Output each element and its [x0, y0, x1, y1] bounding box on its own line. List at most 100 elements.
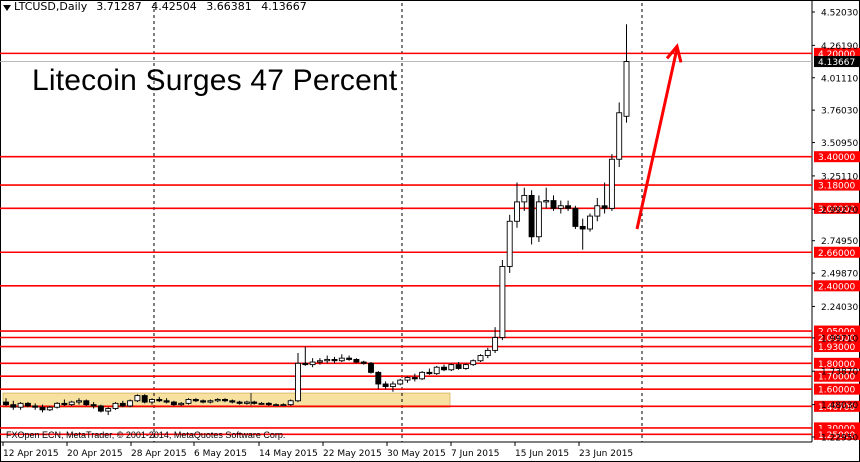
level-tag-1.93000	[814, 341, 860, 353]
candle-body-80	[587, 215, 593, 230]
candle-body-13	[97, 405, 104, 412]
level-tag-1.70000	[814, 370, 860, 382]
candle-body-38	[280, 404, 287, 407]
candle-body-75	[550, 200, 557, 209]
candle-body-40	[295, 362, 301, 402]
level-label-4.20000: 4.20000	[818, 50, 855, 60]
low-value: 3.66381	[206, 0, 252, 13]
candle-body-48	[353, 358, 360, 363]
current-price-label: 4.13667	[818, 58, 855, 68]
candle-body-69	[506, 220, 513, 267]
level-tag-3.00000	[814, 202, 860, 214]
level-label-1.80000: 1.80000	[818, 360, 855, 370]
level-label-2.00000: 2.00000	[818, 334, 855, 344]
candle-body-22	[163, 400, 170, 403]
candle-body-30	[222, 399, 228, 402]
candle-body-28	[207, 400, 214, 403]
copyright-text: FXOpen ECN, MetaTrader, © 2001-2014, Met…	[6, 430, 286, 440]
candle-body-58	[426, 371, 433, 375]
candle-body-33	[243, 401, 250, 404]
price-axis-label-5: 3.25110	[821, 172, 858, 182]
open-value: 3.71287	[96, 0, 142, 13]
candle-body-11	[83, 400, 90, 406]
candle-body-71	[521, 194, 528, 203]
candle-body-60	[441, 366, 447, 371]
candle-body-72	[528, 194, 535, 238]
level-label-1.46700: 1.46700	[818, 403, 855, 413]
candle-body-41	[302, 362, 309, 366]
candle-body-66	[484, 349, 491, 357]
candle-body-45	[331, 358, 338, 362]
candle-body-20	[149, 399, 155, 403]
candle-body-52	[382, 383, 389, 388]
candle-body-25	[185, 399, 192, 404]
candle-body-27	[200, 400, 207, 403]
price-axis-label-6: 2.99270	[821, 206, 858, 216]
candle-body-85	[623, 61, 630, 117]
level-label-1.25000: 1.25000	[818, 431, 855, 441]
candle-body-62	[455, 364, 462, 369]
candle-body-51	[375, 371, 382, 385]
candle-body-44	[324, 358, 331, 362]
candle-body-4	[32, 405, 39, 408]
level-label-2.66000: 2.66000	[818, 249, 855, 259]
date-axis-label-6: 30 May 2015	[387, 449, 446, 459]
level-tag-3.18000	[814, 179, 860, 191]
candle-body-23	[170, 401, 177, 406]
level-tag-1.80000	[814, 357, 860, 369]
candle-body-0	[3, 401, 9, 406]
date-axis-label-1: 20 Apr 2015	[67, 449, 123, 459]
level-tag-2.00000	[814, 331, 860, 343]
candle-body-56	[411, 377, 418, 380]
candle-body-81	[594, 205, 601, 217]
candle-body-10	[76, 400, 82, 403]
candle-body-53	[389, 383, 396, 388]
level-tag-1.25000	[814, 428, 860, 440]
candle-body-6	[46, 406, 53, 411]
date-axis-label-0: 12 Apr 2015	[3, 449, 59, 459]
chart-header: LTCUSD,Daily 3.71287 4.42504 3.66381 4.1…	[3, 0, 313, 13]
price-axis-label-12: 1.48030	[821, 401, 858, 411]
level-label-3.18000: 3.18000	[818, 182, 855, 192]
candle-body-57	[419, 371, 426, 380]
dropdown-triangle-icon[interactable]	[3, 4, 11, 11]
candle-body-26	[192, 399, 199, 402]
current-price-tag	[814, 56, 860, 68]
candle-body-78	[572, 207, 579, 227]
candle-body-15	[112, 402, 119, 409]
candle-body-59	[433, 366, 440, 375]
candle-body-42	[309, 361, 316, 366]
candle-body-36	[265, 402, 272, 406]
level-tag-2.05000	[814, 325, 860, 337]
ohlc-readout: 3.71287 4.42504 3.66381 4.13667	[96, 0, 313, 13]
candle-body-14	[105, 408, 112, 412]
level-label-1.93000: 1.93000	[818, 343, 855, 353]
candle-body-16	[119, 402, 126, 407]
candle-body-37	[273, 404, 280, 407]
level-label-1.70000: 1.70000	[818, 373, 855, 383]
level-label-3.40000: 3.40000	[818, 153, 855, 163]
candle-body-79	[579, 225, 586, 230]
price-axis-label-7: 2.74950	[821, 237, 858, 247]
level-tag-1.46700	[814, 400, 860, 412]
price-axis-label-11: 1.73870	[821, 368, 858, 378]
date-axis-label-2: 28 Apr 2015	[131, 449, 187, 459]
level-tag-1.30000	[814, 422, 860, 434]
candle-body-73	[535, 201, 542, 238]
candle-body-74	[543, 200, 550, 203]
symbol-label: LTCUSD,Daily	[14, 0, 88, 13]
level-label-2.40000: 2.40000	[818, 282, 855, 292]
candle-body-76	[557, 205, 564, 209]
date-axis-label-7: 7 Jun 2015	[451, 449, 499, 459]
candle-body-63	[462, 364, 469, 369]
price-axis-label-1: 4.26190	[821, 42, 858, 52]
candle-body-83	[608, 158, 615, 209]
date-axis-label-3: 6 May 2015	[194, 449, 247, 459]
candle-body-84	[616, 112, 623, 160]
candle-body-70	[514, 201, 520, 222]
level-label-1.60000: 1.60000	[818, 386, 855, 396]
date-axis-label-8: 15 Jun 2015	[515, 449, 569, 459]
candle-body-18	[134, 395, 141, 402]
